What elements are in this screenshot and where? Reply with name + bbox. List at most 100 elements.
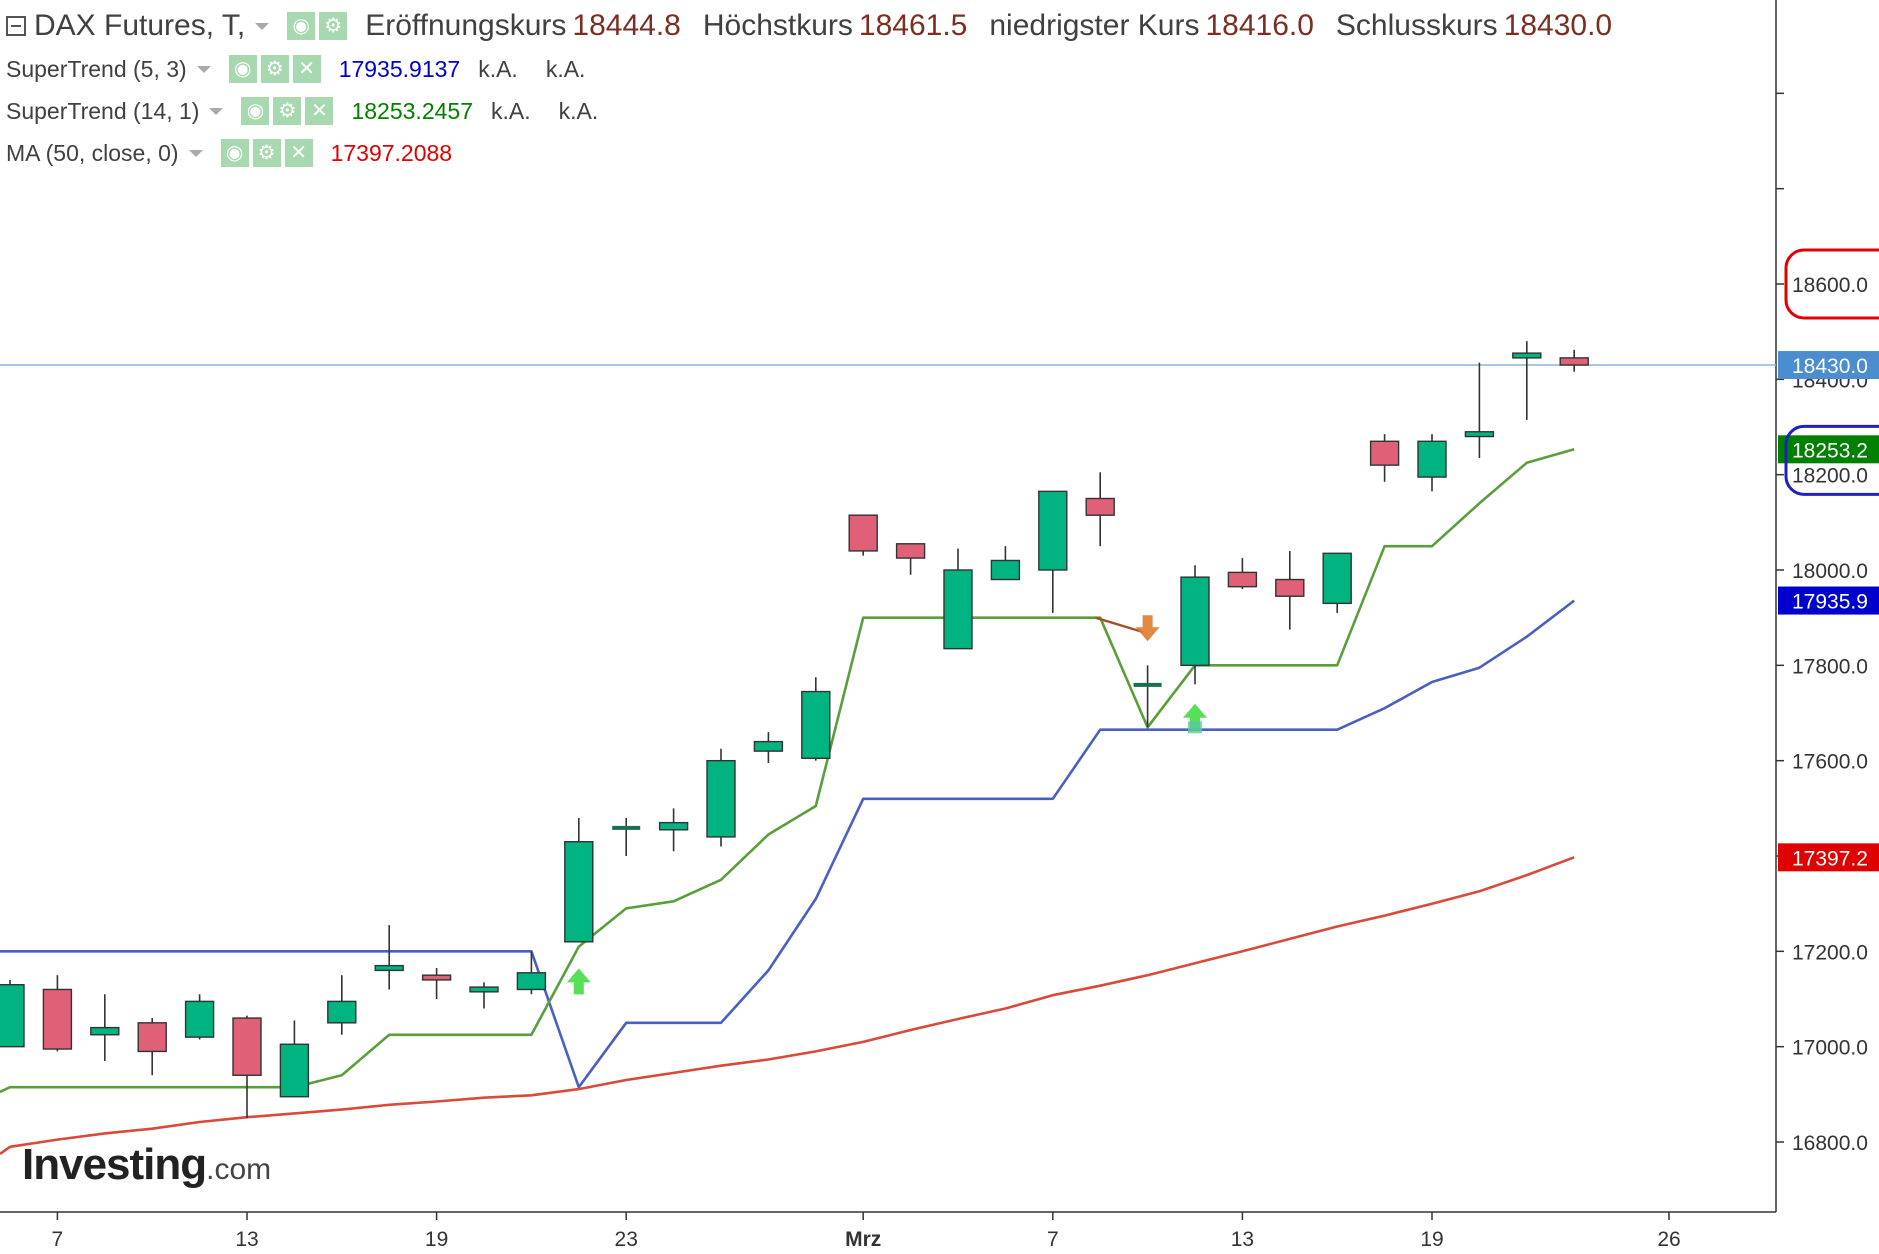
indicator-value: 17935.9137 (338, 55, 461, 82)
candle-body (612, 825, 641, 830)
candle (1322, 552, 1352, 613)
candle-body (1275, 578, 1305, 597)
indicator-extra: k.A. (558, 97, 599, 124)
low-label: niedrigster Kurs (989, 9, 1200, 42)
close-icon[interactable]: ✕ (284, 139, 313, 167)
high-value: 18461.5 (858, 9, 968, 42)
chevron-down-icon[interactable] (209, 107, 224, 115)
eye-icon[interactable]: ◉ (241, 97, 270, 125)
candle-body (943, 569, 973, 650)
candle-body (374, 964, 404, 972)
gear-icon[interactable]: ⚙ (273, 97, 302, 125)
candle-body (469, 986, 499, 993)
indicator-name[interactable]: MA (50, close, 0) (6, 139, 179, 166)
gear-icon[interactable]: ⚙ (260, 55, 289, 83)
chevron-down-icon[interactable] (255, 22, 270, 30)
y-tick-label: 16800.0 (1792, 1132, 1868, 1155)
indicator-buttons: ◉ ⚙ ✕ (228, 55, 325, 83)
candle-body (1133, 682, 1162, 687)
supertrend-14-1-line (0, 448, 1575, 1094)
eye-icon[interactable]: ◉ (220, 139, 249, 167)
blue-highlight-box (1784, 424, 1879, 496)
candle (1512, 341, 1542, 420)
candle (90, 994, 120, 1061)
close-icon[interactable]: ✕ (292, 55, 321, 83)
indicator-name[interactable]: SuperTrend (5, 3) (6, 55, 187, 82)
supertrend-reversal-segment (1095, 616, 1144, 634)
chevron-down-icon[interactable] (188, 149, 203, 157)
x-tick-label: 7 (52, 1228, 64, 1251)
candle-body (516, 972, 547, 991)
candle (943, 548, 973, 650)
candles (0, 341, 1589, 1119)
gear-icon[interactable]: ⚙ (319, 12, 348, 40)
candle-body (801, 690, 831, 759)
candle-body (137, 1022, 167, 1053)
investing-logo: Investing.com (22, 1140, 271, 1190)
x-tick-label: 13 (1231, 1228, 1254, 1251)
candle-body (753, 740, 784, 752)
chevron-down-icon[interactable] (196, 65, 211, 73)
indicator-row-supertrend-5-3: SuperTrend (5, 3) ◉ ⚙ ✕ 17935.9137 k.A. … (6, 52, 595, 86)
candle-body (279, 1043, 310, 1098)
candle (232, 1015, 262, 1119)
supertrend-5-3-line (0, 599, 1575, 1089)
candle (1227, 558, 1258, 590)
symbol-title[interactable]: DAX Futures, T, (34, 9, 246, 42)
indicator-buttons: ◉ ⚙ ✕ (241, 97, 337, 125)
sell-arrow-icon (1135, 615, 1160, 642)
candle (1085, 472, 1115, 547)
ma-50-line (0, 856, 1575, 1155)
candle-body (90, 1026, 120, 1036)
red-highlight-box (1784, 248, 1879, 320)
y-tick-label: 18600.0 (1792, 274, 1868, 297)
price-badge: 18253.2 (1778, 435, 1879, 464)
open-label: Eröffnungskurs (365, 9, 567, 42)
gear-icon[interactable]: ⚙ (252, 139, 281, 167)
candle-body (706, 759, 736, 838)
indicator-value: 17397.2088 (330, 139, 453, 166)
y-tick-label: 17800.0 (1792, 655, 1868, 678)
candle (184, 994, 215, 1040)
price-badge-label: 18253.2 (1792, 439, 1868, 462)
candle (706, 748, 736, 847)
collapse-icon[interactable] (6, 16, 26, 36)
candle (1559, 349, 1589, 372)
indicator-extra: k.A. (490, 97, 531, 124)
candle-body (1180, 576, 1210, 667)
indicator-extra: k.A. (478, 55, 518, 82)
signal-arrows (566, 615, 1207, 995)
eye-icon[interactable]: ◉ (287, 12, 316, 40)
x-tick-label: 7 (1047, 1228, 1059, 1251)
signal-marker (1188, 721, 1202, 734)
indicator-row-supertrend-14-1: SuperTrend (14, 1) ◉ ⚙ ✕ 18253.2457 k.A.… (6, 94, 608, 128)
price-badge: 17397.2 (1778, 843, 1879, 872)
candle-body (42, 988, 73, 1050)
candle-body (232, 1017, 262, 1076)
candle-body (1512, 352, 1542, 359)
close-value: 18430.0 (1503, 9, 1613, 42)
candle (137, 1018, 167, 1076)
low-value: 18416.0 (1205, 9, 1314, 42)
y-tick-label: 17200.0 (1792, 941, 1868, 964)
eye-icon[interactable]: ◉ (228, 55, 257, 83)
candle (374, 925, 404, 990)
candle (0, 979, 25, 1048)
x-tick-label: Mrz (845, 1228, 881, 1251)
candle-body (895, 543, 926, 559)
close-icon[interactable]: ✕ (305, 97, 334, 125)
candle (1417, 434, 1447, 492)
y-tick-label: 17600.0 (1792, 751, 1868, 774)
price-badge-bg (1778, 843, 1879, 872)
candle-body (1227, 571, 1258, 588)
symbol-row: DAX Futures, T, ◉ ⚙ Eröffnungskurs 18444… (6, 6, 1634, 46)
candle-body (184, 1000, 215, 1038)
y-tick-label: 17000.0 (1792, 1037, 1868, 1060)
x-tick-label: 19 (1420, 1228, 1443, 1251)
indicator-name[interactable]: SuperTrend (14, 1) (6, 97, 200, 124)
candle-body (1369, 440, 1400, 466)
price-badge-bg (1778, 435, 1879, 464)
price-badge-bg (1778, 351, 1879, 380)
symbol-buttons: ◉ ⚙ (287, 12, 351, 40)
